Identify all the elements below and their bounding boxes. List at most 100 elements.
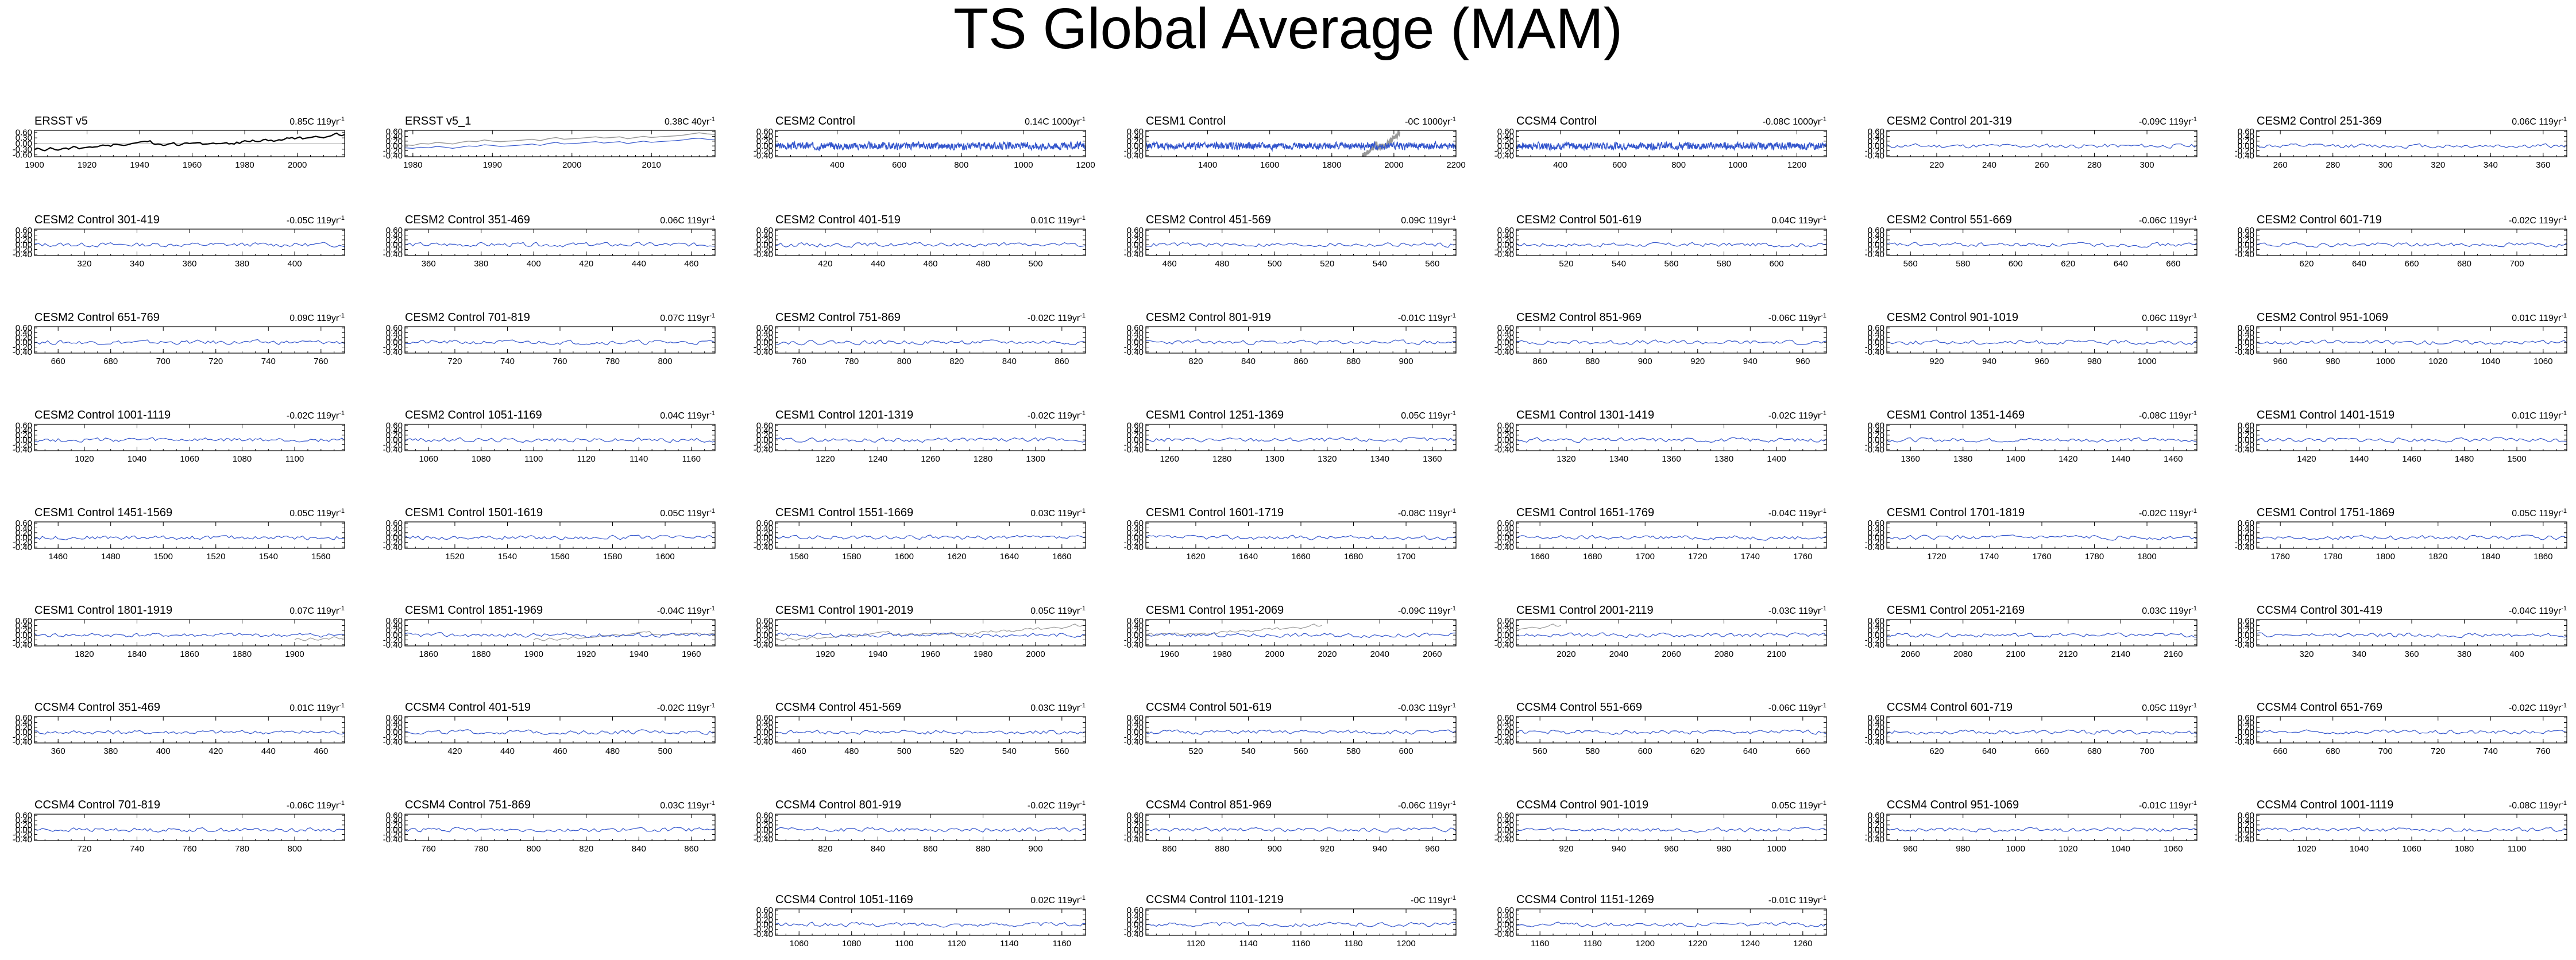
panel: CESM1 Control 1251-1369 0.05C 119yr-1 0.60… — [1124, 409, 1457, 464]
x-tick-label: 1120 — [948, 939, 966, 949]
y-tick-label: -0.40 — [2235, 640, 2254, 650]
x-tick-label: 420 — [447, 746, 462, 756]
trend-exponent: -1 — [1821, 702, 1826, 709]
y-tick-label: -0.40 — [383, 640, 403, 650]
y-tick-label: 0.40 — [2238, 718, 2254, 727]
panel-trend: 0.03C 119yr-1 — [1030, 702, 1086, 713]
y-tick-label: -0.20 — [1865, 636, 1884, 645]
y-tick-label: 0.00 — [1497, 727, 1514, 737]
y-tick-label: 0.20 — [1868, 820, 1884, 830]
x-tick-label: 880 — [976, 844, 990, 854]
y-tick-label: -0.40 — [383, 737, 403, 747]
x-tick-label: 940 — [1743, 357, 1758, 366]
x-tick-label: 580 — [1585, 746, 1600, 756]
panel-title: ERSST v5_1 — [405, 115, 471, 127]
panel-trend: -0.01C 119yr-1 — [2139, 800, 2197, 811]
y-tick-label: 0.60 — [1868, 226, 1884, 235]
panel: CESM2 Control 951-1069 0.01C 119yr-10.600… — [2235, 311, 2567, 366]
x-tick-label: 1480 — [2455, 454, 2474, 464]
x-tick-label: 600 — [892, 160, 906, 170]
panel-title: CESM1 Control 1951-2069 — [1146, 604, 1284, 617]
panel: CESM2 Control 1051-1169 0.04C 119yr-1 0.60… — [383, 409, 716, 464]
x-tick-label: 300 — [2378, 160, 2393, 170]
y-tick-label: 0.40 — [16, 230, 32, 240]
y-tick-label: -0.20 — [383, 440, 403, 450]
panel-title: CESM2 Control — [775, 115, 855, 127]
y-tick-label: 0.20 — [386, 820, 403, 830]
y-tick-label: 0.00 — [386, 727, 403, 737]
x-tick-label: 680 — [2457, 259, 2471, 269]
series-line — [2257, 437, 2567, 443]
y-tick-label: 0.20 — [2238, 137, 2254, 146]
panel-trend: -0.02C 119yr-1 — [1028, 800, 1086, 811]
y-tick-label: 0.00 — [1127, 920, 1144, 930]
y-tick-label: 0.00 — [2238, 727, 2254, 737]
y-tick-label: 0.60 — [1497, 616, 1514, 626]
x-tick-label: 800 — [527, 844, 541, 854]
y-tick-label: 0.40 — [2238, 131, 2254, 141]
y-tick-label: 0.40 — [1868, 718, 1884, 727]
panel-title: CESM1 Control 1751-1869 — [2257, 506, 2395, 519]
x-tick-label: 1420 — [2059, 454, 2077, 464]
y-tick-label: 0.40 — [1127, 425, 1144, 435]
y-tick-label: 0.30 — [16, 133, 32, 143]
panel: CESM1 Control 1801-1919 0.07C 119yr-1 0.60… — [13, 604, 345, 659]
y-tick-label: 0.60 — [386, 127, 403, 137]
trend-exponent: -1 — [1080, 605, 1086, 612]
x-tick-label: 1000 — [1767, 844, 1786, 854]
x-tick-label: 1660 — [1530, 552, 1549, 562]
y-tick-label: 0.40 — [386, 815, 403, 825]
y-tick-label: 0.60 — [1497, 518, 1514, 528]
plot-frame — [1516, 326, 1827, 354]
y-tick-label: 0.00 — [16, 139, 32, 149]
panel-title: CCSM4 Control — [1516, 115, 1597, 127]
x-tick-label: 360 — [2536, 160, 2550, 170]
trend-exponent: -1 — [339, 116, 345, 123]
x-tick-label: 1260 — [921, 454, 940, 464]
y-tick-label: 0.00 — [1497, 825, 1514, 835]
x-tick-label: 1000 — [2137, 357, 2156, 366]
y-tick-label: 0.40 — [386, 425, 403, 435]
x-tick-label: 460 — [792, 746, 806, 756]
y-tick-label: -0.40 — [754, 835, 773, 845]
y-tick-label: -0.40 — [1124, 737, 1144, 747]
panel-title: CCSM4 Control 501-619 — [1146, 701, 1272, 714]
y-tick-label: -0.40 — [2235, 151, 2254, 161]
x-tick-label: 880 — [1346, 357, 1361, 366]
y-tick-label: 0.60 — [756, 518, 773, 528]
y-tick-label: 0.20 — [1127, 626, 1144, 636]
panel-trend: 0.05C 119yr-1 — [1401, 410, 1456, 421]
trend-exponent: -1 — [1450, 312, 1456, 319]
panel-trend: 0.05C 119yr-1 — [660, 508, 715, 518]
x-tick-label: 760 — [792, 357, 806, 366]
x-tick-label: 1980 — [403, 160, 422, 170]
y-tick-label: 0.20 — [1497, 528, 1514, 538]
y-tick-label: 0.60 — [16, 713, 32, 723]
x-tick-label: 380 — [474, 259, 488, 269]
y-tick-label: -0.40 — [754, 930, 773, 939]
y-tick-label: 0.60 — [756, 323, 773, 333]
x-tick-label: 1460 — [48, 552, 67, 562]
series-line — [405, 826, 715, 833]
x-tick-label: 560 — [1903, 259, 1918, 269]
x-tick-label: 1200 — [1076, 160, 1095, 170]
x-tick-label: 1320 — [1557, 454, 1575, 464]
x-tick-label: 900 — [1268, 844, 1282, 854]
panel-title: CESM2 Control 451-569 — [1146, 214, 1271, 226]
x-tick-label: 460 — [314, 746, 328, 756]
x-tick-label: 780 — [605, 357, 620, 366]
figure-title: TS Global Average (MAM) — [953, 0, 1623, 61]
y-tick-label: -0.40 — [2235, 737, 2254, 747]
panel-trend: 0.09C 119yr-1 — [1401, 215, 1456, 226]
y-tick-label: 0.00 — [1497, 920, 1514, 930]
x-tick-label: 840 — [1241, 357, 1256, 366]
panel-title: CCSM4 Control 1051-1169 — [775, 893, 913, 906]
y-tick-label: -0.40 — [13, 737, 32, 747]
y-tick-label: 0.40 — [2238, 230, 2254, 240]
panel: CCSM4 Control 801-919 -0.02C 119yr-10.600… — [754, 799, 1086, 854]
y-tick-label: -0.20 — [754, 245, 773, 255]
x-tick-label: 860 — [684, 844, 698, 854]
x-tick-label: 640 — [1982, 746, 1996, 756]
panel: CESM1 Control -0C 1000yr-1 0.600.400.200.0… — [1124, 115, 1466, 170]
x-tick-label: 1300 — [1265, 454, 1284, 464]
